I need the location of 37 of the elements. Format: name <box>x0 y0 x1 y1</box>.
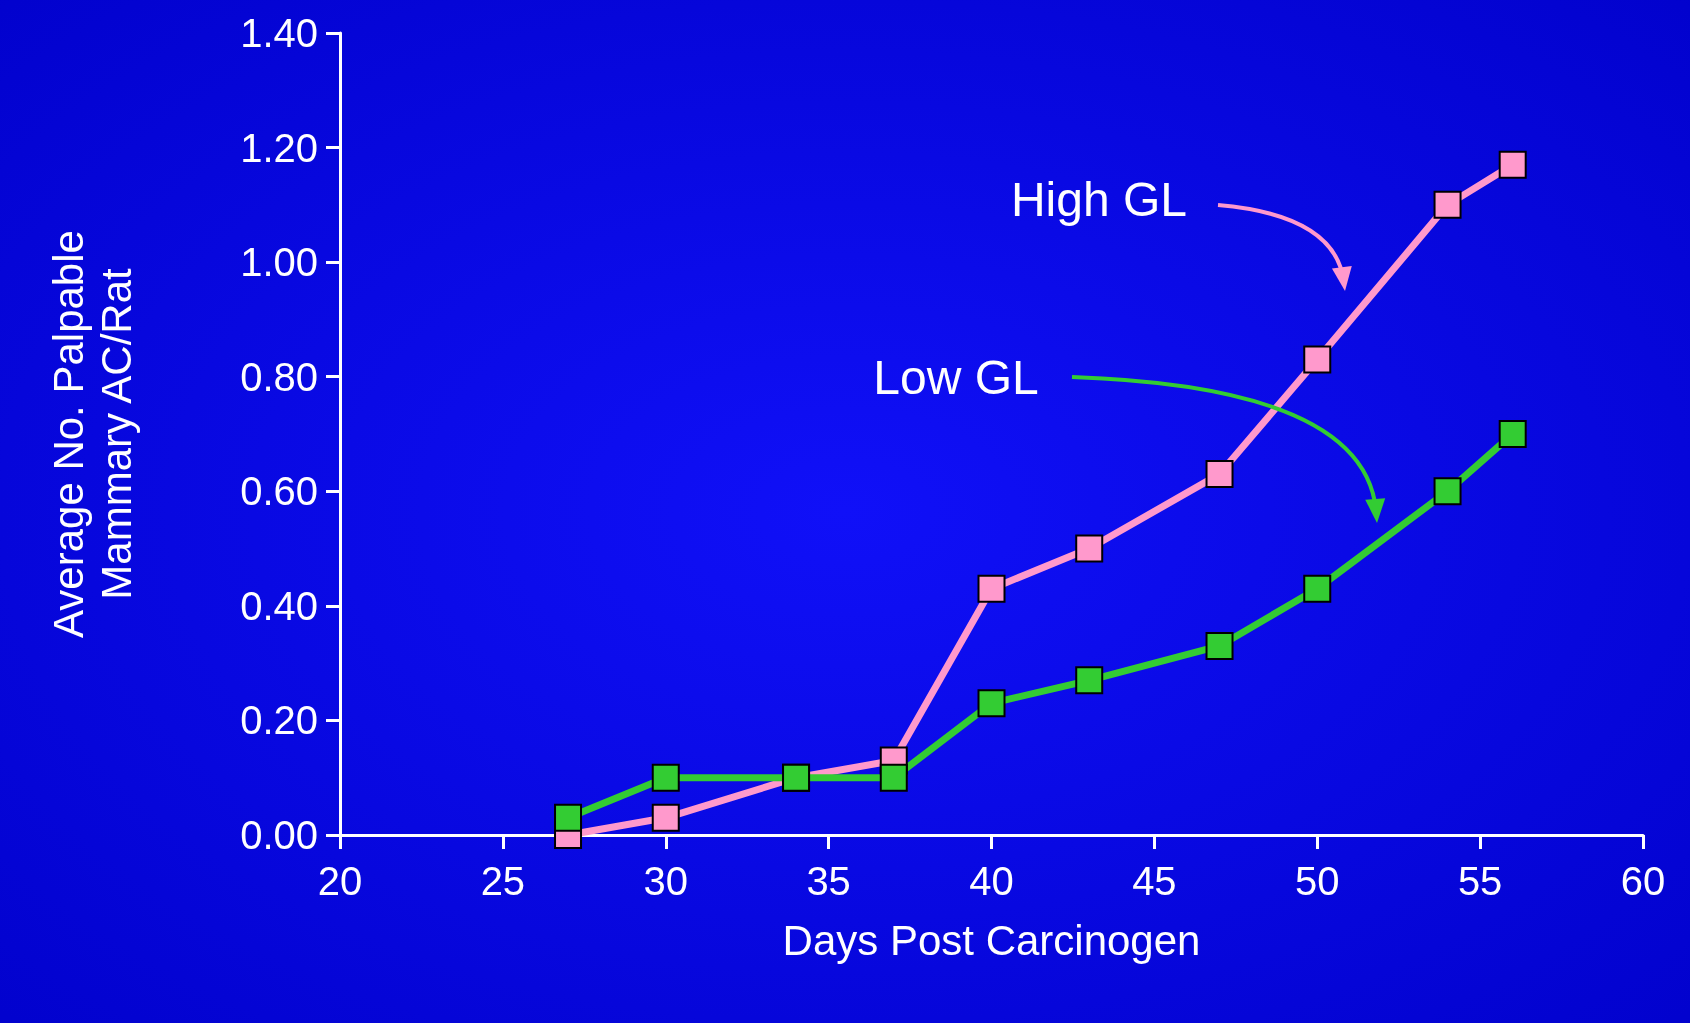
point <box>1205 460 1234 489</box>
x-tick-label: 55 <box>1457 859 1503 903</box>
x-tick-label: 60 <box>1620 859 1666 903</box>
point <box>554 803 583 832</box>
point <box>1205 631 1234 660</box>
point <box>1075 534 1104 563</box>
y-tick-label: 1.00 <box>240 240 318 285</box>
x-tick-label: 40 <box>969 859 1014 903</box>
y-tick-label: 0.60 <box>240 469 318 514</box>
y-tick-label: 0.80 <box>240 354 318 399</box>
y-tick-label: 0.20 <box>240 698 318 743</box>
point <box>1498 150 1527 179</box>
point <box>977 689 1006 718</box>
point <box>1303 345 1332 374</box>
point <box>651 763 680 792</box>
y-axis-title: Average No. Palpable Mammary AC/Rat <box>44 230 140 638</box>
x-tick-label: 50 <box>1295 859 1340 903</box>
point <box>1075 666 1104 695</box>
x-tick-label: 30 <box>643 859 688 903</box>
annotation: Low GL <box>873 350 1039 404</box>
annotation: High GL <box>1010 172 1188 226</box>
x-tick-label: 20 <box>317 859 363 903</box>
point <box>879 763 908 792</box>
point <box>1433 190 1462 219</box>
point <box>1433 477 1462 506</box>
point <box>1303 574 1332 603</box>
y-tick-label: 0.00 <box>240 813 318 857</box>
x-axis-title: Days Post Carcinogen <box>782 916 1201 964</box>
y-tick-label: 1.40 <box>240 11 318 55</box>
y-tick-label: 0.40 <box>240 583 318 628</box>
point <box>651 803 680 832</box>
x-tick-label: 35 <box>806 859 851 903</box>
point <box>1498 420 1527 448</box>
point <box>977 574 1006 603</box>
x-tick-label: 25 <box>480 859 526 903</box>
x-tick-label: 45 <box>1132 859 1177 903</box>
y-tick-label: 1.20 <box>240 125 318 170</box>
